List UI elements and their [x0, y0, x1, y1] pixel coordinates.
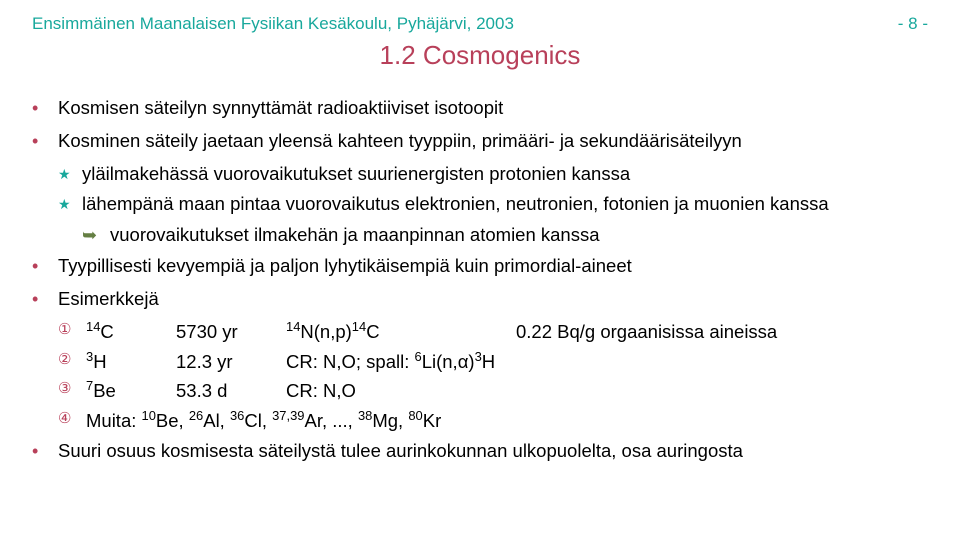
- bullet-icon: •: [32, 128, 58, 155]
- ex-isotope: 7Be: [86, 378, 176, 405]
- ex-source: CR: N,O: [286, 378, 516, 405]
- enum-icon: ②: [58, 349, 86, 376]
- bullet-5: • Suuri osuus kosmisesta säteilystä tule…: [32, 438, 928, 465]
- header-right: - 8 -: [898, 14, 928, 34]
- ex-note: [516, 349, 928, 376]
- arrow-2b1: ➥ vuorovaikutukset ilmakehän ja maanpinn…: [82, 222, 928, 249]
- bullet-text: Esimerkkejä: [58, 286, 159, 313]
- star-icon: ★: [58, 161, 82, 188]
- enum-icon: ④: [58, 408, 86, 435]
- content-body: • Kosmisen säteilyn synnyttämät radioakt…: [32, 95, 928, 465]
- example-4: ④ Muita: 10Be, 26Al, 36Cl, 37,39Ar, ...,…: [58, 408, 928, 435]
- bullet-text: Tyypillisesti kevyempiä ja paljon lyhyti…: [58, 253, 632, 280]
- arrow-icon: ➥: [82, 222, 110, 249]
- bullet-1: • Kosmisen säteilyn synnyttämät radioakt…: [32, 95, 928, 122]
- star-text: lähempänä maan pintaa vuorovaikutus elek…: [82, 191, 829, 218]
- bullet-icon: •: [32, 438, 58, 465]
- slide-header: Ensimmäinen Maanalaisen Fysiikan Kesäkou…: [32, 14, 928, 34]
- star-2a: ★ yläilmakehässä vuorovaikutukset suurie…: [58, 161, 928, 188]
- bullet-text: Suuri osuus kosmisesta säteilystä tulee …: [58, 438, 743, 465]
- enum-icon: ①: [58, 319, 86, 346]
- section-title: 1.2 Cosmogenics: [32, 40, 928, 71]
- ex-halflife: 12.3 yr: [176, 349, 286, 376]
- arrow-text: vuorovaikutukset ilmakehän ja maanpinnan…: [110, 222, 600, 249]
- ex-halflife: 53.3 d: [176, 378, 286, 405]
- bullet-icon: •: [32, 95, 58, 122]
- example-1: ① 14C 5730 yr 14N(n,p)14C 0.22 Bq/g orga…: [58, 319, 928, 346]
- ex-isotope: 14C: [86, 319, 176, 346]
- header-left: Ensimmäinen Maanalaisen Fysiikan Kesäkou…: [32, 14, 514, 34]
- example-2: ② 3H 12.3 yr CR: N,O; spall: 6Li(n,α)3H: [58, 349, 928, 376]
- bullet-icon: •: [32, 253, 58, 280]
- ex-isotope: 3H: [86, 349, 176, 376]
- example-3: ③ 7Be 53.3 d CR: N,O: [58, 378, 928, 405]
- enum-icon: ③: [58, 378, 86, 405]
- bullet-2: • Kosminen säteily jaetaan yleensä kahte…: [32, 128, 928, 155]
- ex-note: 0.22 Bq/g orgaanisissa aineissa: [516, 319, 928, 346]
- bullet-icon: •: [32, 286, 58, 313]
- star-icon: ★: [58, 191, 82, 218]
- ex-halflife: 5730 yr: [176, 319, 286, 346]
- bullet-3: • Tyypillisesti kevyempiä ja paljon lyhy…: [32, 253, 928, 280]
- ex-source: CR: N,O; spall: 6Li(n,α)3H: [286, 349, 516, 376]
- ex-source: 14N(n,p)14C: [286, 319, 516, 346]
- ex-others: Muita: 10Be, 26Al, 36Cl, 37,39Ar, ..., 3…: [86, 408, 441, 435]
- bullet-text: Kosmisen säteilyn synnyttämät radioaktii…: [58, 95, 503, 122]
- bullet-text: Kosminen säteily jaetaan yleensä kahteen…: [58, 128, 742, 155]
- bullet-4: • Esimerkkejä: [32, 286, 928, 313]
- ex-note: [516, 378, 928, 405]
- star-2b: ★ lähempänä maan pintaa vuorovaikutus el…: [58, 191, 928, 218]
- star-text: yläilmakehässä vuorovaikutukset suuriene…: [82, 161, 630, 188]
